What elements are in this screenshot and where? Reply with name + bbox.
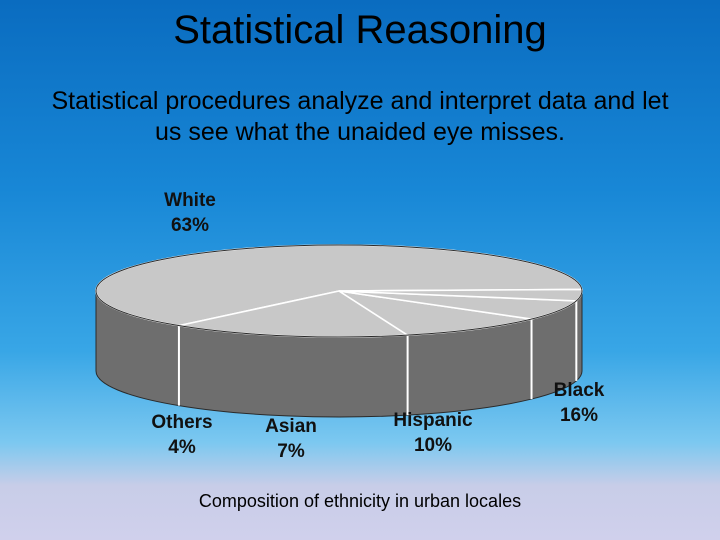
slide-subtitle: Statistical procedures analyze and inter…: [0, 86, 720, 148]
chart-caption: Composition of ethnicity in urban locale…: [198, 491, 522, 511]
value-label-asian: 7%: [277, 441, 305, 462]
label-black: Black: [554, 380, 605, 401]
pie-side-black: [178, 325, 409, 418]
value-label-black: 16%: [560, 405, 598, 426]
label-asian: Asian: [265, 416, 317, 437]
value-label-others: 4%: [168, 437, 196, 458]
pie-top-outline: [95, 244, 583, 338]
slide-title: Statistical Reasoning: [173, 8, 547, 52]
label-others: Others: [151, 412, 212, 433]
label-hispanic: Hispanic: [393, 410, 473, 431]
subtitle-line-2: us see what the unaided eye misses.: [155, 118, 565, 146]
subtitle-line-1: Statistical procedures analyze and inter…: [51, 87, 669, 115]
value-label-hispanic: 10%: [414, 435, 452, 456]
value-label-white: 63%: [171, 215, 209, 236]
label-white: White: [164, 190, 216, 211]
